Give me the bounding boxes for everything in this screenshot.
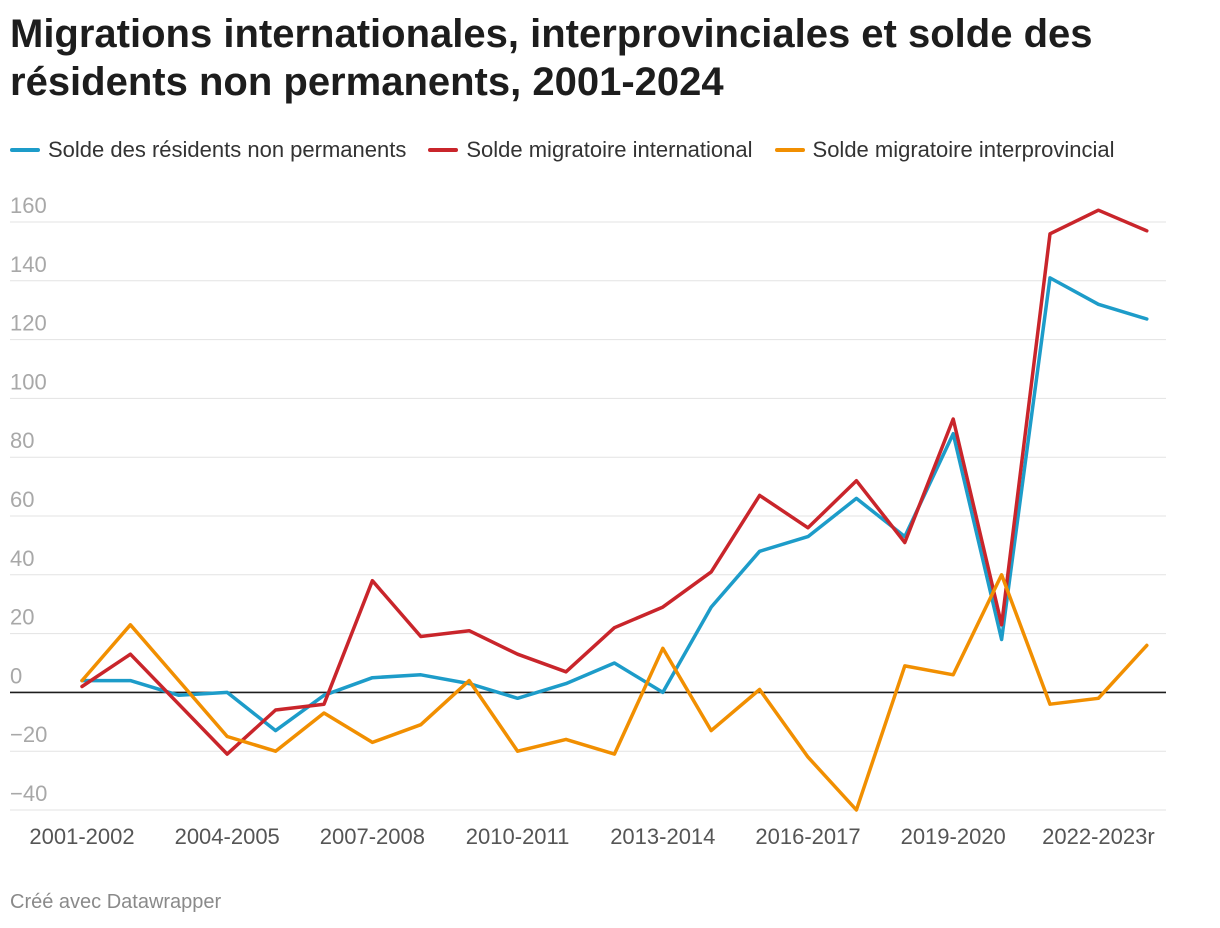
legend-swatch [428, 148, 459, 152]
gridlines [10, 221, 1166, 811]
x-tick-label: 2016-2017 [755, 824, 860, 849]
legend-label: Solde des résidents non permanents [48, 137, 407, 162]
x-tick-label: 2022-2023r [1042, 824, 1155, 849]
y-tick-label: 80 [10, 428, 34, 453]
x-tick-label: 2019-2020 [901, 824, 1006, 849]
legend-swatch [10, 148, 40, 152]
legend-label: Solde migratoire interprovincial [812, 137, 1115, 162]
y-tick-label: −20 [10, 722, 47, 747]
series-line [80, 573, 1149, 812]
x-tick-label: 2001-2002 [29, 824, 134, 849]
y-tick-label: 120 [10, 311, 47, 336]
y-tick-label: 20 [10, 605, 34, 630]
series-lines [80, 208, 1149, 812]
y-tick-label: 140 [10, 252, 47, 277]
legend-item-interprovincial: Solde migratoire interprovincial [774, 137, 1115, 163]
y-tick-label: −40 [10, 781, 47, 806]
chart-title: Migrations internationales, interprovinc… [10, 12, 1093, 104]
x-tick-label: 2010-2011 [466, 824, 570, 849]
y-tick-label: 100 [10, 369, 47, 394]
x-axis-ticks: 2001-2002 2004-2005 2007-2008 2010-2011 2013… [29, 824, 1154, 849]
x-tick-label: 2004-2005 [175, 824, 280, 849]
legend-item-residents-non-permanents: Solde des résidents non permanents [10, 137, 406, 163]
y-tick-label: 60 [10, 487, 34, 512]
credit-footer: Créé avec Datawrapper [10, 891, 222, 913]
series-line [80, 276, 1149, 733]
legend-label: Solde migratoire international [466, 137, 753, 162]
y-axis-ticks: 160 140 120 100 80 60 40 20 0 −20 −40 [10, 193, 47, 806]
legend-item-international: Solde migratoire international [428, 137, 753, 163]
y-tick-label: 40 [10, 546, 34, 571]
series-line [80, 208, 1149, 756]
y-tick-label: 0 [10, 663, 22, 688]
x-tick-label: 2007-2008 [320, 824, 425, 849]
legend-swatch [774, 148, 805, 152]
x-tick-label: 2013-2014 [610, 824, 715, 849]
y-tick-label: 160 [10, 193, 47, 218]
legend: Solde des résidents non permanents Solde… [10, 136, 1115, 164]
